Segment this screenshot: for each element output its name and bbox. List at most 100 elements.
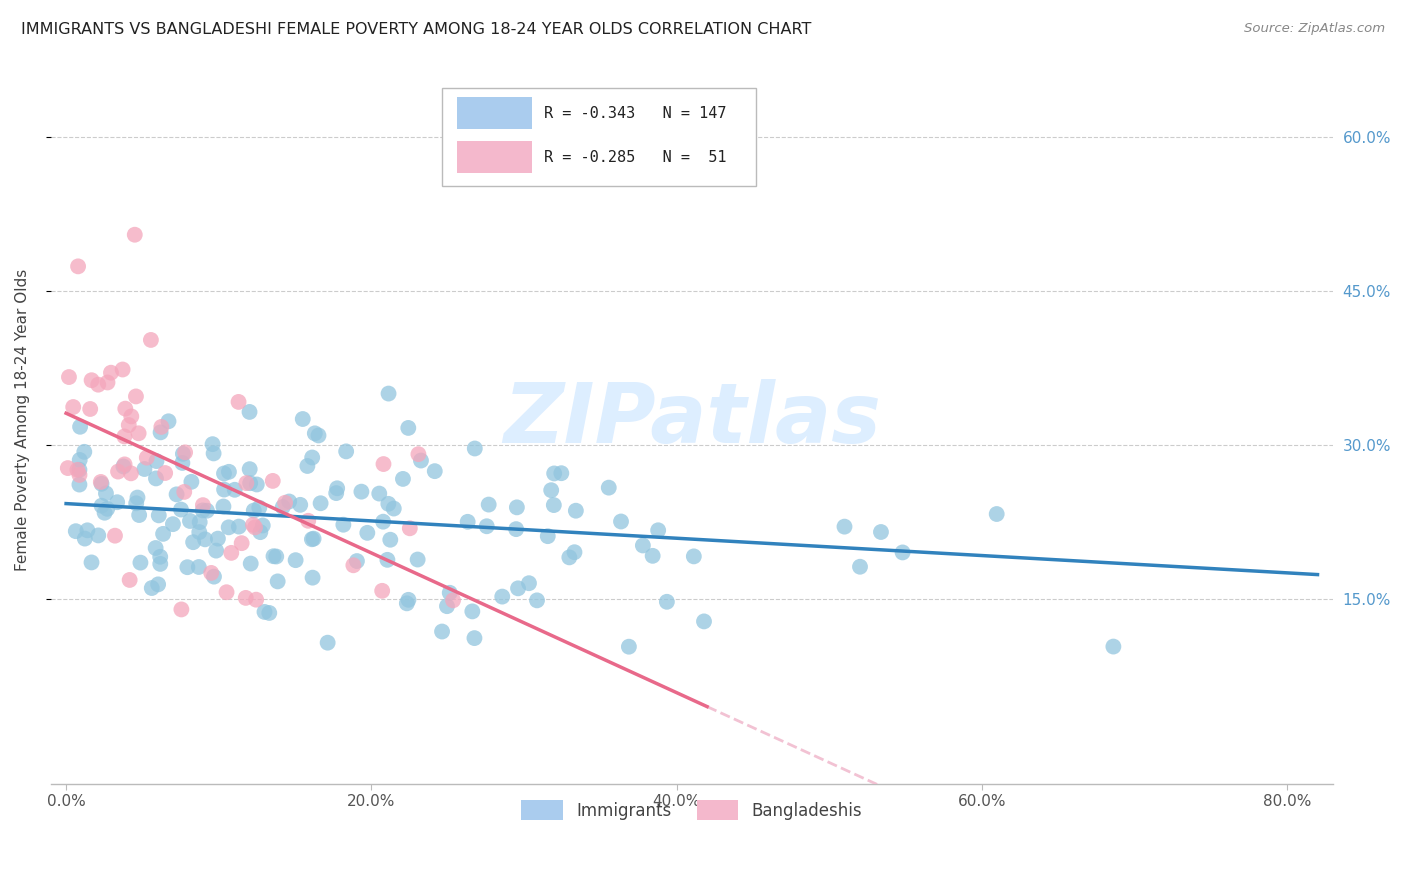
Point (259, 606, 281, 620)
Point (239, 476, 262, 491)
Point (986, 507, 1008, 521)
Point (170, 502, 193, 516)
Point (377, 386, 399, 401)
Point (550, 467, 572, 481)
Point (436, 599, 458, 614)
Point (682, 549, 704, 564)
Point (228, 395, 250, 409)
Point (284, 553, 307, 567)
FancyBboxPatch shape (457, 141, 531, 173)
Point (478, 498, 501, 512)
Point (371, 583, 394, 598)
Point (891, 545, 914, 559)
Point (239, 557, 262, 571)
Point (350, 484, 373, 499)
Point (278, 494, 301, 508)
Point (80, 556, 103, 570)
Text: IMMIGRANTS VS BANGLADESHI FEMALE POVERTY AMONG 18-24 YEAR OLDS CORRELATION CHART: IMMIGRANTS VS BANGLADESHI FEMALE POVERTY… (21, 22, 811, 37)
Point (145, 454, 167, 468)
Point (90, 475, 112, 489)
Point (148, 508, 170, 523)
Point (641, 549, 664, 563)
Point (96, 376, 118, 390)
Point (56, 461, 79, 475)
Point (112, 429, 135, 443)
Point (87, 377, 110, 392)
Point (128, 426, 150, 441)
Point (69, 419, 91, 434)
Point (176, 560, 198, 574)
Point (69, 453, 91, 467)
Point (128, 508, 150, 522)
Point (647, 523, 669, 537)
Point (218, 465, 240, 479)
Point (464, 442, 486, 456)
Point (727, 156, 749, 170)
Point (201, 437, 224, 451)
Point (245, 592, 267, 607)
Point (118, 418, 141, 433)
Point (66, 463, 89, 477)
Point (187, 560, 209, 574)
Point (243, 520, 266, 534)
Point (67, 260, 90, 274)
Y-axis label: Female Poverty Among 18-24 Year Olds: Female Poverty Among 18-24 Year Olds (15, 268, 30, 571)
Point (120, 467, 142, 481)
Point (166, 487, 188, 501)
Point (242, 503, 264, 517)
Point (172, 456, 194, 470)
Point (146, 577, 169, 591)
Point (526, 593, 548, 607)
Point (218, 520, 240, 534)
Point (297, 458, 319, 473)
Point (565, 504, 588, 518)
Point (849, 559, 872, 574)
Point (505, 522, 527, 536)
Point (304, 426, 326, 441)
Point (212, 467, 235, 481)
Point (558, 550, 581, 565)
Point (380, 533, 402, 547)
Point (382, 501, 405, 516)
Point (475, 519, 498, 533)
Point (73, 445, 96, 459)
Point (373, 457, 395, 471)
Point (112, 459, 135, 474)
FancyBboxPatch shape (457, 97, 531, 129)
Point (62, 400, 84, 414)
Point (172, 447, 194, 461)
Point (377, 553, 399, 567)
Point (157, 414, 180, 428)
Point (139, 333, 162, 347)
Point (191, 498, 214, 512)
Point (105, 495, 128, 509)
Point (342, 558, 364, 573)
Point (247, 500, 270, 515)
Point (188, 525, 211, 540)
Point (564, 545, 586, 559)
Text: R = -0.343   N = 147: R = -0.343 N = 147 (544, 106, 727, 121)
Point (76, 524, 98, 538)
Point (409, 453, 432, 467)
Point (90, 476, 112, 491)
Point (610, 515, 633, 529)
Point (463, 631, 485, 645)
Point (114, 401, 136, 416)
Point (392, 472, 415, 486)
Point (457, 515, 479, 529)
Point (543, 467, 565, 481)
Point (308, 428, 330, 442)
Point (870, 524, 893, 539)
Point (111, 362, 134, 376)
Point (93, 506, 115, 520)
Point (368, 486, 391, 500)
Point (274, 496, 297, 510)
Point (396, 592, 419, 607)
Text: ZIPatlas: ZIPatlas (503, 379, 880, 460)
Point (506, 500, 529, 515)
Point (120, 409, 142, 424)
Point (129, 556, 152, 570)
Point (149, 425, 172, 440)
Point (228, 519, 250, 533)
Point (598, 481, 620, 495)
